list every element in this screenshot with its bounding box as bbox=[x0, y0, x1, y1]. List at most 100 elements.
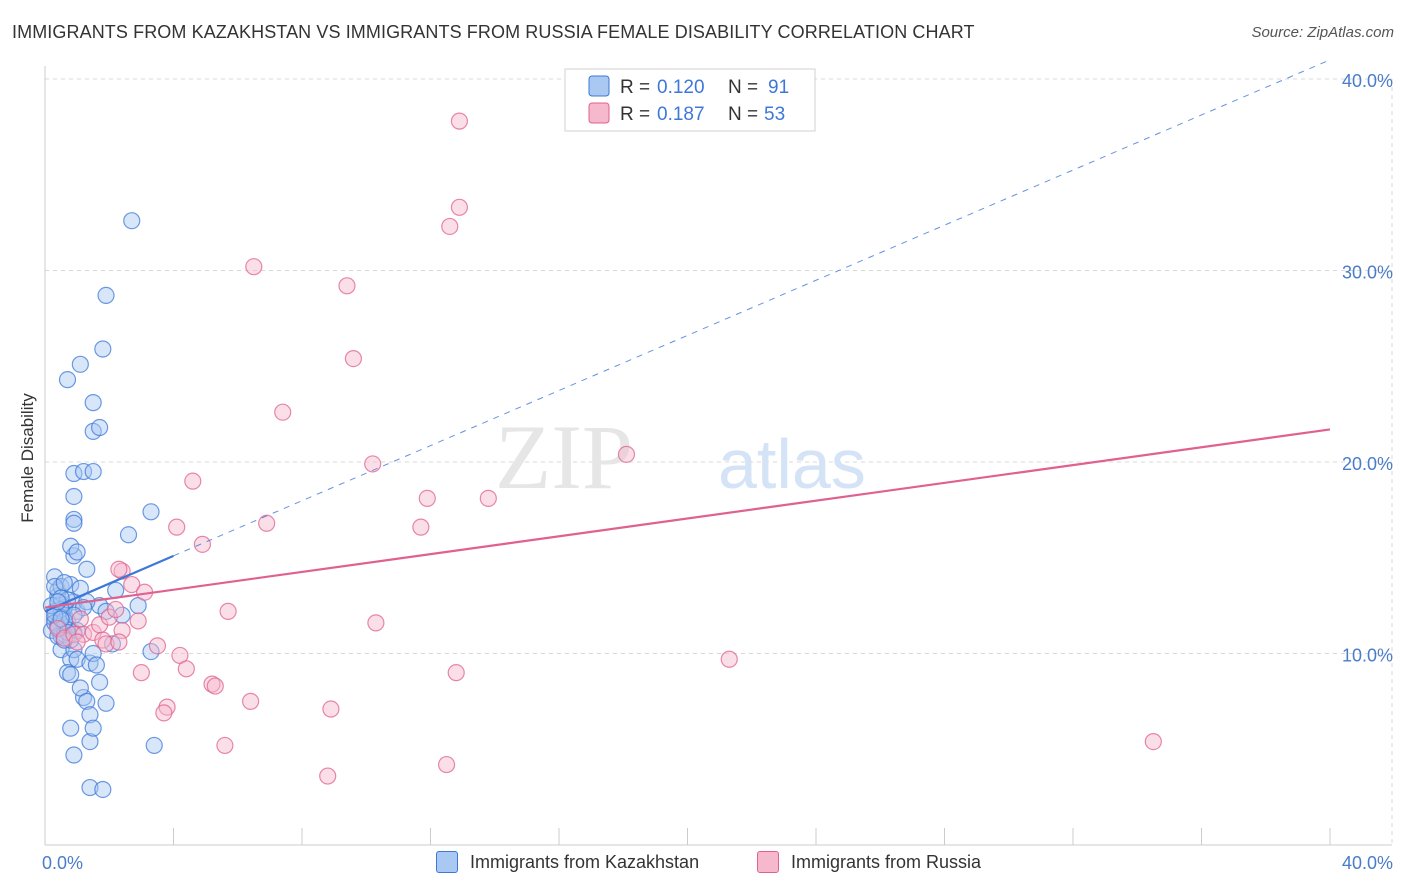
russia-point bbox=[110, 633, 128, 651]
russia-point bbox=[155, 704, 173, 722]
kazakhstan-point bbox=[123, 212, 141, 230]
kazakhstan-point bbox=[65, 510, 83, 529]
legend-label-kazakhstan: Immigrants from Kazakhstan bbox=[470, 851, 700, 872]
kazakhstan-point bbox=[78, 560, 96, 578]
russia-point bbox=[55, 629, 73, 647]
russia-point bbox=[168, 518, 186, 536]
russia-point bbox=[1144, 732, 1162, 751]
kazakhstan-point bbox=[91, 418, 109, 437]
kazakhstan-point bbox=[94, 780, 112, 799]
legend-swatch-kazakhstan-bottom bbox=[436, 851, 458, 873]
y-tick-label: 30.0% bbox=[1342, 263, 1393, 283]
russia-point bbox=[68, 633, 86, 651]
kazakhstan-point bbox=[94, 340, 112, 358]
russia-point bbox=[71, 610, 89, 628]
y-tick-label: 10.0% bbox=[1342, 646, 1393, 666]
russia-point bbox=[441, 217, 459, 236]
legend-n-value-russia: 53 bbox=[764, 104, 785, 125]
russia-point bbox=[245, 258, 263, 276]
kazakhstan-point bbox=[65, 514, 83, 532]
kazakhstan-point bbox=[52, 610, 70, 628]
kazakhstan-point bbox=[84, 394, 102, 412]
x-tick-label-min: 0.0% bbox=[42, 853, 83, 873]
kazakhstan-point bbox=[97, 694, 115, 712]
legend-swatch-russia bbox=[588, 102, 610, 124]
legend-swatch-russia-bottom bbox=[757, 851, 779, 873]
russia-point bbox=[364, 455, 382, 473]
kazakhstan-point bbox=[46, 568, 64, 586]
y-axis-label: Female Disability bbox=[18, 393, 37, 523]
kazakhstan-trend-extension bbox=[173, 59, 1331, 557]
russia-point bbox=[437, 755, 456, 774]
kazakhstan-point bbox=[68, 543, 86, 561]
x-tick-label-max: 40.0% bbox=[1342, 853, 1393, 873]
russia-point bbox=[193, 535, 212, 553]
stats-legend: R = 0.120 N = 91 R = 0.187 N = 53 bbox=[564, 68, 816, 132]
legend-label-russia: Immigrants from Russia bbox=[791, 851, 982, 872]
kazakhstan-point bbox=[78, 692, 96, 710]
kazakhstan-point bbox=[81, 654, 99, 672]
legend-n-label-kazakhstan: N = bbox=[728, 77, 758, 98]
legend-r-value-kazakhstan: 0.120 bbox=[657, 77, 705, 98]
trend-layer bbox=[44, 59, 1331, 613]
kazakhstan-point bbox=[145, 736, 163, 755]
russia-point bbox=[177, 660, 195, 678]
russia-point bbox=[97, 635, 115, 653]
source-credit: Source: ZipAtlas.com bbox=[1251, 24, 1394, 41]
legend-n-value-kazakhstan: 91 bbox=[768, 77, 789, 98]
russia-point bbox=[367, 614, 385, 632]
russia-point bbox=[258, 514, 276, 532]
kazakhstan-point bbox=[142, 503, 160, 521]
russia-point bbox=[123, 575, 141, 594]
y-tick-label: 20.0% bbox=[1342, 454, 1393, 474]
kazakhstan-point bbox=[65, 746, 83, 764]
russia-point bbox=[319, 767, 337, 785]
russia-point bbox=[344, 349, 362, 368]
kazakhstan-point bbox=[113, 606, 131, 624]
russia-point bbox=[216, 736, 234, 755]
russia-trend-line bbox=[44, 428, 1331, 609]
kazakhstan-point bbox=[84, 462, 102, 481]
kazakhstan-point bbox=[65, 487, 83, 506]
kazakhstan-point bbox=[81, 706, 99, 724]
series-legend: Immigrants from Kazakhstan Immigrants fr… bbox=[0, 851, 1406, 879]
russia-point bbox=[148, 637, 167, 655]
legend-swatch-kazakhstan bbox=[588, 75, 610, 97]
legend-r-label-russia: R = bbox=[620, 104, 650, 125]
legend-n-label-russia: N = bbox=[728, 104, 758, 125]
kazakhstan-point bbox=[119, 526, 138, 544]
russia-point bbox=[49, 620, 67, 638]
kazakhstan-point bbox=[91, 673, 109, 691]
russia-point bbox=[450, 112, 469, 130]
russia-point bbox=[338, 277, 356, 295]
russia-point bbox=[617, 445, 636, 463]
kazakhstan-point bbox=[81, 778, 99, 797]
tick-labels: 10.0% 20.0% 30.0% 40.0% 0.0% 40.0% bbox=[42, 71, 1393, 873]
kazakhstan-point bbox=[103, 635, 122, 653]
russia-point bbox=[107, 600, 125, 619]
russia-point bbox=[184, 472, 202, 490]
russia-point bbox=[479, 489, 497, 507]
axis-layer bbox=[44, 66, 1392, 846]
russia-point bbox=[219, 602, 237, 620]
kazakhstan-point bbox=[62, 650, 80, 668]
legend-r-value-russia: 0.187 bbox=[657, 104, 705, 125]
kazakhstan-point bbox=[81, 732, 99, 751]
russia-point bbox=[418, 489, 436, 507]
kazakhstan-point bbox=[55, 574, 73, 592]
russia-point bbox=[274, 403, 292, 421]
kazakhstan-point bbox=[142, 642, 160, 661]
watermark-zip: ZIP bbox=[495, 406, 633, 508]
russia-point bbox=[322, 700, 340, 718]
kazakhstan-point bbox=[97, 286, 115, 304]
kazakhstan-point bbox=[62, 665, 80, 684]
kazakhstan-point bbox=[87, 656, 106, 674]
legend-item-russia[interactable]: Immigrants from Russia bbox=[757, 851, 981, 873]
legend-item-kazakhstan[interactable]: Immigrants from Kazakhstan bbox=[436, 851, 699, 873]
y-tick-label: 40.0% bbox=[1342, 71, 1393, 91]
russia-point bbox=[242, 692, 260, 710]
kazakhstan-point bbox=[68, 650, 86, 668]
kazakhstan-point bbox=[71, 355, 89, 373]
russia-point bbox=[132, 664, 150, 682]
